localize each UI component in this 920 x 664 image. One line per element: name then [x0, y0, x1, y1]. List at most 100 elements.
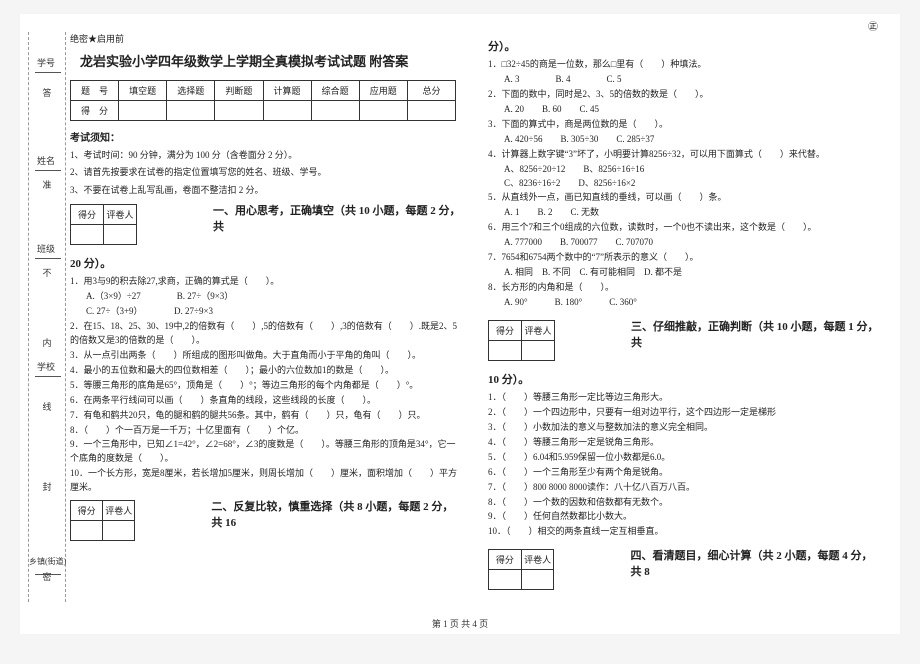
th: 选择题 — [167, 81, 215, 101]
page-footer: 第 1 页 共 4 页 — [432, 617, 488, 630]
score-cell[interactable] — [489, 340, 522, 360]
side-line — [35, 376, 61, 377]
section-score-box: 得分评卷人 — [488, 320, 555, 361]
exam-page: ㊣ 学号 答 姓名 准 班级 不 内 学校 线 封 乡镇(街道) 密 绝密★启用… — [20, 14, 900, 634]
score-summary-table: 题 号 填空题 选择题 判断题 计算题 综合题 应用题 总分 得 分 — [70, 80, 456, 121]
seal-char-7: 密 — [41, 572, 54, 583]
th: 综合题 — [311, 81, 359, 101]
q-opts: C. 27÷（3+9） D. 27÷9×3 — [86, 305, 464, 319]
score-cell[interactable] — [521, 570, 554, 590]
q: 5．等腰三角形的底角是65°，顶角是（ ）°；等边三角形的每个内角都是（ ）°。 — [70, 379, 464, 393]
side-label-school: 学校 — [37, 360, 55, 373]
two-column-layout: 绝密★启用前 龙岩实验小学四年级数学上学期全真模拟考试试题 附答案 题 号 填空… — [70, 32, 882, 624]
side-label-name: 姓名 — [37, 154, 55, 167]
right-column: 分）。 1．□32÷45的商是一位数，那么□里有（ ）种填法。 A. 3 B. … — [488, 32, 882, 624]
stamp-icon: ㊣ — [868, 18, 878, 33]
td[interactable] — [359, 101, 407, 121]
fill-questions: 1．用3与9的积去除27,求商，正确的算式是（ ）。 A.（3×9）÷27 B.… — [70, 275, 464, 495]
seal-char-1: 答 — [41, 88, 54, 99]
q-opts: A. 777000 B. 700077 C. 707070 — [504, 236, 882, 250]
section-2-title: 二、反复比较，慎重选择（共 8 小题，每题 2 分，共 16 — [211, 498, 464, 530]
th: 判断题 — [215, 81, 263, 101]
q-opts: A. 20 B. 60 C. 45 — [504, 103, 882, 117]
q: 5．（ ）6.04和5.959保留一位小数都是6.0。 — [488, 451, 882, 465]
td: 得 分 — [71, 101, 119, 121]
seal-char-5: 线 — [41, 402, 54, 413]
td[interactable] — [167, 101, 215, 121]
q: 7．7654和6754两个数中的“7”所表示的意义（ ）。 — [488, 251, 882, 265]
q: 4．计算器上数字键“3”坏了，小明要计算8256÷32，可以用下面算式（ ）来代… — [488, 148, 882, 162]
notice-header: 考试须知： — [70, 129, 464, 144]
score-cell[interactable] — [71, 225, 104, 245]
th: 总分 — [407, 81, 455, 101]
side-label-town: 乡镇(街道) — [29, 556, 66, 567]
section-score-box: 得分评卷人 — [70, 500, 135, 541]
judge-questions: 1．（ ）等腰三角形一定比等边三角形大。 2．（ ）一个四边形中，只要有一组对边… — [488, 391, 882, 539]
section-1-title: 一、用心思考，正确填空（共 10 小题，每题 2 分，共 — [213, 202, 464, 234]
td[interactable] — [311, 101, 359, 121]
score-cell[interactable] — [489, 570, 522, 590]
seal-char-6: 封 — [41, 482, 54, 493]
score-cell[interactable] — [104, 225, 137, 245]
q: 7．（ ）800 8000 8000读作：八十亿八百万八百。 — [488, 481, 882, 495]
q: 8．（ ）个一百万是一千万；十亿里面有（ ）个亿。 — [70, 424, 464, 438]
section-2-title-b: 分）。 — [488, 38, 882, 54]
q: 8．长方形的内角和是（ ）。 — [488, 281, 882, 295]
table-row: 题 号 填空题 选择题 判断题 计算题 综合题 应用题 总分 — [71, 81, 456, 101]
section-3-title: 三、仔细推敲，正确判断（共 10 小题，每题 1 分，共 — [631, 318, 882, 350]
score-cell[interactable] — [71, 521, 103, 541]
q: 9．一个三角形中，已知∠1=42°，∠2=68°，∠3的度数是（ ）。等腰三角形… — [70, 438, 464, 466]
score-label: 得分 — [489, 550, 522, 570]
side-label-class: 班级 — [37, 242, 55, 255]
th: 题 号 — [71, 81, 119, 101]
secret-label: 绝密★启用前 — [70, 32, 464, 45]
td[interactable] — [263, 101, 311, 121]
q: 5．从直线外一点，画已知直线的垂线，可以画（ ）条。 — [488, 191, 882, 205]
binding-strip: 学号 答 姓名 准 班级 不 内 学校 线 封 乡镇(街道) 密 — [28, 32, 66, 602]
section-score-row: 得分评卷人 一、用心思考，正确填空（共 10 小题，每题 2 分，共 — [70, 200, 464, 249]
score-label: 评卷人 — [522, 320, 555, 340]
td[interactable] — [119, 101, 167, 121]
notice-line: 1、考试时间：90 分钟，满分为 100 分（含卷面分 2 分）。 — [70, 148, 464, 162]
q: 4．（ ）等腰三角形一定是锐角三角形。 — [488, 436, 882, 450]
table-row: 得 分 — [71, 101, 456, 121]
q: 4．最小的五位数和最大的四位数相差（ ）；最小的六位数加1的数是（ ）。 — [70, 364, 464, 378]
score-cell[interactable] — [522, 340, 555, 360]
q: 10．一个长方形，宽是8厘米，若长增加5厘米，则周长增加（ ）厘米，面积增加（ … — [70, 467, 464, 495]
side-label-id: 学号 — [37, 56, 55, 69]
score-label: 得分 — [71, 205, 104, 225]
q-opts: A. 3 B. 4 C. 5 — [504, 73, 882, 87]
td[interactable] — [407, 101, 455, 121]
side-line — [35, 72, 61, 73]
seal-char-4: 内 — [41, 338, 54, 349]
score-label: 评卷人 — [521, 550, 554, 570]
choice-questions: 1．□32÷45的商是一位数，那么□里有（ ）种填法。 A. 3 B. 4 C.… — [488, 58, 882, 310]
score-label: 得分 — [71, 501, 103, 521]
th: 计算题 — [263, 81, 311, 101]
score-cell[interactable] — [103, 521, 135, 541]
q: 6．（ ）一个三角形至少有两个角是锐角。 — [488, 466, 882, 480]
notice-line: 3、不要在试卷上乱写乱画，卷面不整洁扣 2 分。 — [70, 183, 464, 197]
seal-char-3: 不 — [41, 268, 54, 279]
q-opts: A、8256÷20÷12 B、8256÷16÷16 C、8236÷16÷2 D、… — [504, 163, 882, 191]
section-score-box: 得分评卷人 — [488, 549, 554, 590]
section-score-box: 得分评卷人 — [70, 204, 137, 245]
side-line — [35, 170, 61, 171]
q: 2．（ ）一个四边形中，只要有一组对边平行，这个四边形一定是梯形 — [488, 406, 882, 420]
section-1-title-b: 20 分）。 — [70, 255, 464, 271]
q-opts: A. 相同 B. 不同 C. 有可能相同 D. 都不是 — [504, 266, 882, 280]
section-score-row: 得分评卷人 三、仔细推敲，正确判断（共 10 小题，每题 1 分，共 — [488, 316, 882, 365]
q: 6．用三个7和三个0组成的六位数，读数时，一个0也不读出来，这个数是（ ）。 — [488, 221, 882, 235]
q: 7．有龟和鹤共20只，龟的腿和鹤的腿共56条。其中，鹤有（ ）只，龟有（ ）只。 — [70, 409, 464, 423]
q-opts: A.（3×9）÷27 B. 27÷（9×3） — [86, 290, 464, 304]
q: 10．（ ）相交的两条直线一定互相垂直。 — [488, 525, 882, 539]
q: 1．用3与9的积去除27,求商，正确的算式是（ ）。 — [70, 275, 464, 289]
td[interactable] — [215, 101, 263, 121]
notice-line: 2、请首先按要求在试卷的指定位置填写您的姓名、班级、学号。 — [70, 165, 464, 179]
q: 9．（ ）任何自然数都比小数大。 — [488, 510, 882, 524]
q: 3．从一点引出两条（ ）所组成的图形叫做角。大于直角而小于平角的角叫（ ）。 — [70, 349, 464, 363]
q: 1．（ ）等腰三角形一定比等边三角形大。 — [488, 391, 882, 405]
section-score-row: 得分评卷人 二、反复比较，慎重选择（共 8 小题，每题 2 分，共 16 — [70, 496, 464, 545]
exam-title: 龙岩实验小学四年级数学上学期全真模拟考试试题 附答案 — [80, 51, 464, 70]
q: 8．（ ）一个数的因数和倍数都有无数个。 — [488, 496, 882, 510]
